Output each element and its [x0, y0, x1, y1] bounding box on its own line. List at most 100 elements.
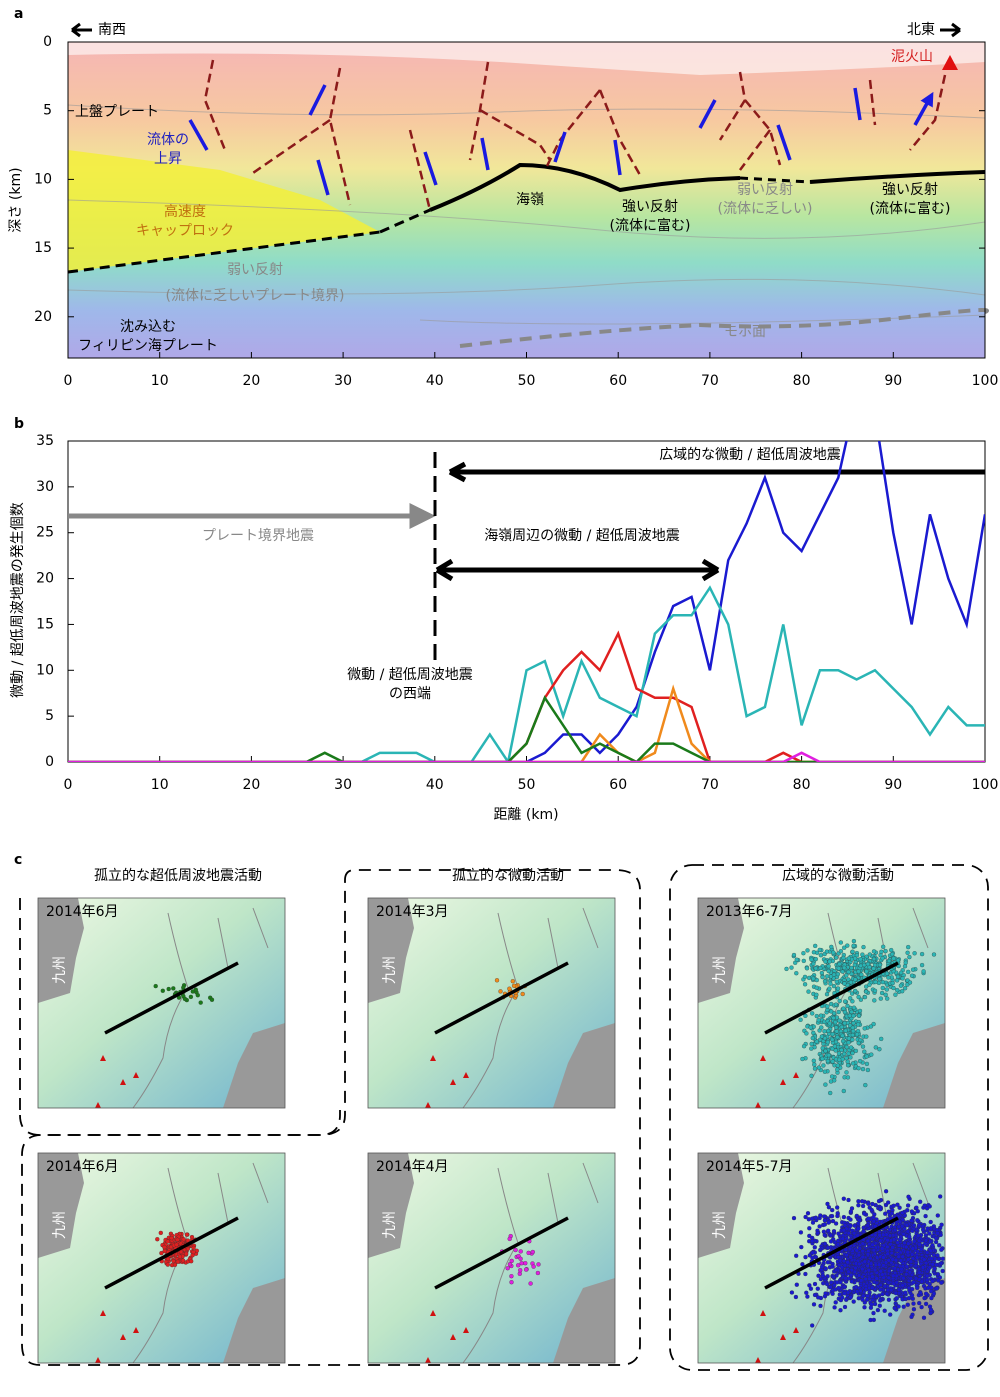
event-dot [860, 1066, 866, 1072]
event-dot [919, 1279, 925, 1284]
event-dot [811, 961, 816, 966]
y-tick-label: 20 [34, 309, 52, 325]
event-dot [895, 987, 900, 993]
map: 九州 2014年4月 [367, 1152, 616, 1364]
volcano [133, 1327, 139, 1333]
annotation: 弱い反射 [737, 182, 793, 198]
event-dot [856, 1013, 862, 1018]
event-dot [891, 956, 896, 961]
map-frame [367, 1152, 616, 1364]
event-dot [926, 1285, 931, 1291]
event-dot [190, 989, 195, 994]
x-tick-label: 10 [151, 373, 169, 389]
event-dot [890, 1245, 895, 1250]
event-dot [518, 1249, 523, 1254]
event-dot [848, 1255, 853, 1260]
event-dot [836, 1254, 841, 1260]
column-title: 孤立的な微動活動 [452, 868, 564, 884]
group-box [19, 890, 341, 1136]
event-dot [935, 1213, 940, 1218]
event-dot [892, 1305, 897, 1311]
event-dot [865, 961, 871, 967]
event-dot [856, 1221, 861, 1226]
event-dot [874, 1276, 879, 1281]
event-dot [842, 1263, 848, 1268]
event-dot [918, 1290, 923, 1295]
event-dot [915, 1209, 920, 1214]
volcano [120, 1334, 126, 1340]
event-dot [829, 944, 834, 950]
event-dot [879, 1036, 884, 1042]
event-dot [845, 1290, 851, 1295]
event-dot [822, 1218, 828, 1223]
event-dot [871, 1248, 877, 1253]
event-dot [878, 1298, 883, 1303]
annotation: 高速度 [164, 203, 206, 220]
event-dot [899, 1267, 904, 1272]
event-dot [840, 1236, 845, 1241]
event-dot [816, 1295, 821, 1300]
event-dot [195, 993, 200, 998]
event-dot [872, 1267, 878, 1273]
event-dot [909, 973, 915, 978]
event-dot [922, 1295, 927, 1301]
panel-label: b [14, 416, 24, 432]
event-dot [930, 1243, 935, 1248]
event-dot [909, 1314, 914, 1320]
event-dot [888, 1312, 893, 1317]
event-dot [784, 966, 789, 972]
event-dot [793, 1294, 799, 1300]
column-title: 孤立的な超低周波地震活動 [94, 868, 262, 884]
y-tick-label: 10 [36, 662, 54, 678]
event-dot [862, 962, 867, 968]
column-title: 広域的な微動活動 [782, 868, 894, 884]
series-line [68, 585, 985, 762]
map-frame [37, 897, 286, 1109]
event-dot [818, 1303, 823, 1309]
event-dot [860, 1248, 865, 1254]
event-dot [518, 1256, 523, 1261]
event-dot [923, 1291, 929, 1296]
x-tick-label: 0 [64, 373, 73, 389]
map-date: 2014年3月 [376, 904, 449, 920]
event-dot [865, 1238, 871, 1244]
event-dot [810, 1011, 815, 1016]
event-dot [911, 1280, 916, 1285]
land [883, 1278, 945, 1363]
event-dot [873, 1045, 878, 1050]
event-dot [811, 1302, 817, 1307]
x-tick-label: 40 [426, 373, 444, 389]
map: 九州 2014年5-7月 [697, 1152, 946, 1364]
event-dot [842, 1284, 847, 1290]
event-dot [886, 975, 891, 980]
x-tick-label: 10 [151, 777, 169, 793]
event-dot [812, 1292, 818, 1298]
event-dot [871, 949, 877, 954]
event-dot [854, 1213, 859, 1219]
event-dot [188, 994, 194, 1000]
event-dot [865, 1067, 871, 1073]
event-dot [894, 978, 900, 983]
event-dot [819, 1264, 825, 1269]
event-dot [835, 1213, 840, 1219]
map-frame [697, 897, 946, 1109]
volcano [425, 1357, 431, 1363]
event-dot [928, 1219, 933, 1225]
event-dot [913, 1276, 919, 1281]
event-dot [898, 1258, 904, 1263]
event-dot [917, 1238, 922, 1244]
event-dot [177, 1254, 182, 1259]
event-dot [830, 1032, 835, 1037]
map-date: 2014年6月 [46, 1159, 119, 1175]
event-dot [935, 1231, 940, 1236]
event-dot [930, 1279, 935, 1284]
direction-label: 北東 [907, 22, 935, 38]
event-dot [848, 1209, 854, 1214]
event-dot [827, 1021, 832, 1026]
event-dot [833, 1020, 838, 1025]
fluid-arrow [188, 84, 930, 196]
event-dot [798, 1230, 804, 1235]
annotation: プレート境界地震 [202, 528, 314, 544]
event-dot [831, 983, 837, 989]
annotation: フィリピン海プレート [78, 338, 218, 354]
